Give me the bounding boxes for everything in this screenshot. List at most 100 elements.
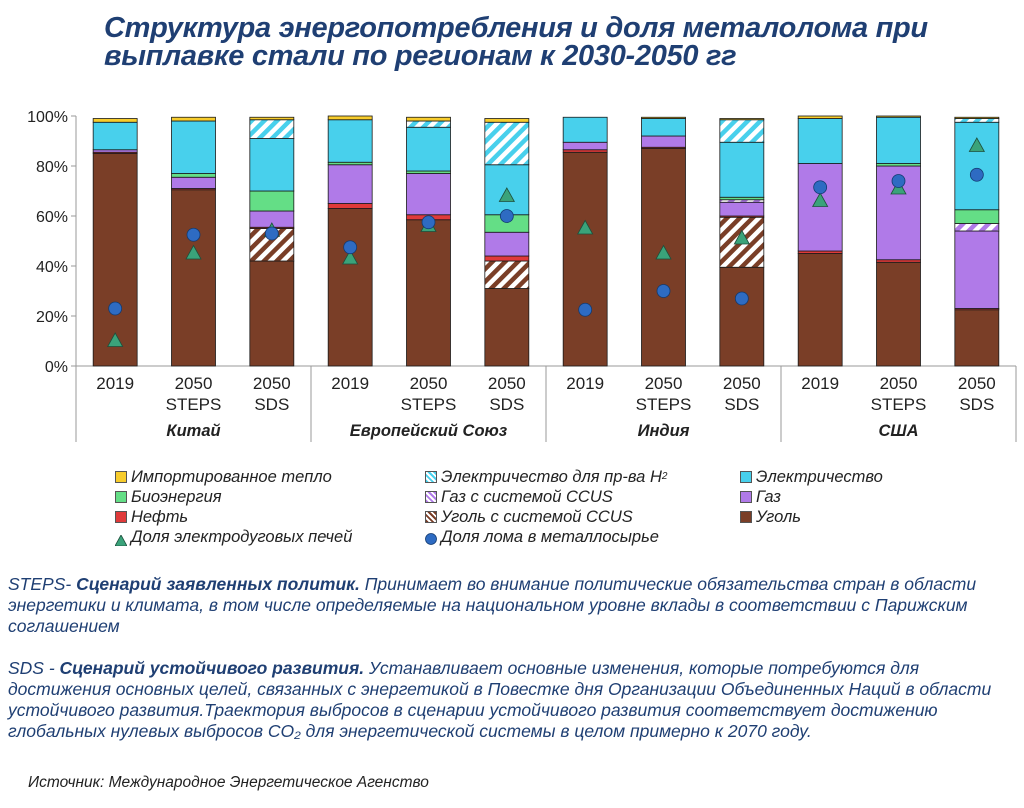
bar-segment-gas_ccus	[954, 223, 1000, 232]
scrap-share-marker	[969, 167, 984, 182]
x-category-label: STEPS	[166, 395, 222, 414]
stacked-bar-chart: 0%20%40%60%80%100% 2019 2050STEPS2050SDS2…	[27, 109, 1017, 442]
bar-stack	[406, 116, 451, 367]
y-tick-label: 80%	[36, 159, 68, 176]
bar-segment-elec	[249, 138, 295, 192]
scrap-share-marker	[578, 302, 593, 317]
sds-abbr: SDS -	[8, 658, 60, 678]
bar-segment-gas	[406, 173, 451, 216]
bar-segment-coal	[876, 261, 921, 367]
eaf-share-marker	[341, 249, 359, 265]
bar-stacks	[92, 115, 1000, 367]
legend-item: Уголь с системой CCUS	[425, 508, 633, 526]
bar-segment-heat	[797, 115, 843, 119]
scrap-share-marker	[734, 291, 749, 306]
bar-segment-gas	[641, 135, 686, 148]
scrap-share-marker	[264, 226, 279, 241]
bar-segment-elec_h2	[719, 119, 765, 143]
bar-segment-gas	[719, 201, 765, 217]
chart-title: Структура энергопотребления и доля метал…	[104, 12, 984, 72]
legend-label: Уголь	[756, 508, 801, 526]
legend-label: Доля лома в металлосырье	[441, 528, 659, 546]
bar-segment-elec	[406, 126, 451, 172]
bar-segment-oil	[484, 255, 530, 262]
legend-label: Доля электродуговых печей	[131, 528, 353, 546]
bar-segment-elec	[92, 121, 138, 151]
bar-segment-elec	[876, 116, 921, 164]
x-category-label: STEPS	[871, 395, 927, 414]
y-tick-label: 0%	[45, 359, 68, 376]
bar-segment-elec_h2	[406, 120, 451, 128]
bar-stack	[797, 115, 843, 367]
y-tick-label: 20%	[36, 309, 68, 326]
bar-stack	[92, 118, 138, 367]
legend-item: Биоэнергия	[115, 488, 222, 506]
scrap-share-marker	[656, 284, 671, 298]
bar-segment-elec	[171, 120, 216, 174]
share-markers	[106, 137, 986, 347]
steps-note: STEPS- Сценарий заявленных политик. Прин…	[8, 574, 1008, 637]
scrap-share-marker	[891, 174, 906, 188]
scrap-share-marker	[813, 180, 828, 195]
chart-title-line-1: Структура энергопотребления и доля метал…	[104, 12, 928, 44]
bar-segment-coal_ccus	[484, 260, 530, 289]
x-category-label: 2050	[645, 374, 683, 393]
legend-item: Уголь	[740, 508, 801, 526]
legend-swatch	[115, 491, 127, 503]
y-tick-label: 100%	[27, 109, 68, 126]
bar-segment-coal	[171, 189, 216, 367]
bar-segment-elec	[641, 118, 686, 137]
sds-name: Сценарий устойчивого развития.	[59, 658, 365, 678]
bar-segment-heat	[484, 118, 530, 123]
axis-labels: 2019 2050 STEPS 2050 SDS 2019 2050 STEPS 2050 SDS…	[96, 374, 995, 440]
bar-stack	[327, 115, 373, 367]
legend-item: Импортированное тепло	[115, 468, 332, 486]
scrap-share-marker	[108, 301, 123, 316]
bar-segment-gas	[327, 164, 373, 204]
steps-description: Принимает во внимание политические обяза…	[8, 574, 977, 636]
eaf-share-marker	[576, 219, 594, 235]
legend-item: Газ с системой CCUS	[425, 488, 613, 506]
legend-label: Электричество	[756, 468, 883, 486]
legend-item: Доля лома в металлосырье	[425, 528, 659, 546]
bar-segment-elec	[719, 141, 765, 198]
bar-stack	[876, 115, 921, 367]
chart-title-line-2: выплавке стали по регионам к 2030-2050 г…	[104, 40, 737, 72]
eaf-share-marker	[811, 192, 829, 207]
scrap-share-marker	[343, 240, 358, 255]
legend-swatch	[740, 511, 752, 523]
bar-segment-gas	[797, 163, 843, 252]
eaf-share-marker	[968, 137, 986, 152]
x-category-label: 2050	[488, 374, 526, 393]
bar-segment-heat	[171, 116, 216, 122]
eaf-share-marker	[733, 229, 751, 245]
scrap-share-marker	[421, 215, 436, 230]
bar-segment-gas	[954, 230, 1000, 309]
region-group-label: Китай	[166, 422, 220, 440]
x-category-label: SDS	[724, 395, 759, 414]
bar-segment-coal_ccus	[249, 228, 295, 262]
region-group-label: США	[879, 422, 919, 440]
bar-stack	[484, 118, 530, 367]
x-category-label: STEPS	[636, 395, 692, 414]
legend-item: Нефть	[115, 508, 188, 526]
x-category-label: 2050	[175, 374, 213, 393]
x-category-label: SDS	[254, 395, 289, 414]
bar-segment-coal	[954, 309, 1000, 367]
bar-segment-elec_h2	[249, 119, 295, 139]
legend-label-subscript: 2	[661, 471, 668, 482]
y-tick-label: 60%	[36, 209, 68, 226]
bar-segment-elec_h2	[484, 121, 530, 166]
bar-stack	[249, 116, 295, 367]
sds-note: SDS - Сценарий устойчивого развития. Уст…	[8, 658, 1008, 742]
bar-segment-oil	[327, 203, 373, 209]
x-category-label: 2050	[880, 374, 918, 393]
eaf-share-marker	[655, 244, 672, 260]
bar-segment-bio	[171, 173, 216, 178]
x-category-label: STEPS	[401, 395, 457, 414]
legend-swatch	[425, 511, 437, 523]
x-category-label: 2050	[253, 374, 291, 393]
y-tick-label: 40%	[36, 259, 68, 276]
x-category-label: 2050	[723, 374, 761, 393]
